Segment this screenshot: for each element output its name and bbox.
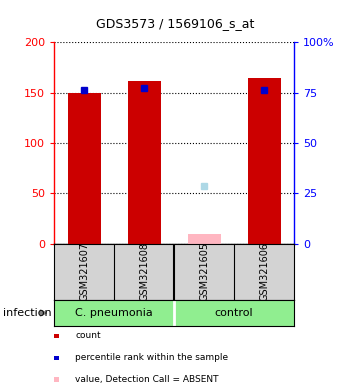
Text: GSM321606: GSM321606 [259, 242, 269, 301]
Text: infection: infection [4, 308, 52, 318]
Bar [68, 93, 101, 244]
Text: control: control [215, 308, 253, 318]
Bar [128, 81, 161, 244]
Bar [247, 78, 280, 244]
Text: GSM321605: GSM321605 [199, 242, 209, 301]
Bar [188, 234, 220, 244]
Text: value, Detection Call = ABSENT: value, Detection Call = ABSENT [75, 375, 219, 384]
Text: percentile rank within the sample: percentile rank within the sample [75, 353, 228, 362]
Text: C. pneumonia: C. pneumonia [75, 308, 153, 318]
Text: GSM321607: GSM321607 [79, 242, 89, 301]
Text: count: count [75, 331, 101, 341]
Text: GDS3573 / 1569106_s_at: GDS3573 / 1569106_s_at [96, 17, 254, 30]
Text: GSM321608: GSM321608 [139, 242, 149, 301]
